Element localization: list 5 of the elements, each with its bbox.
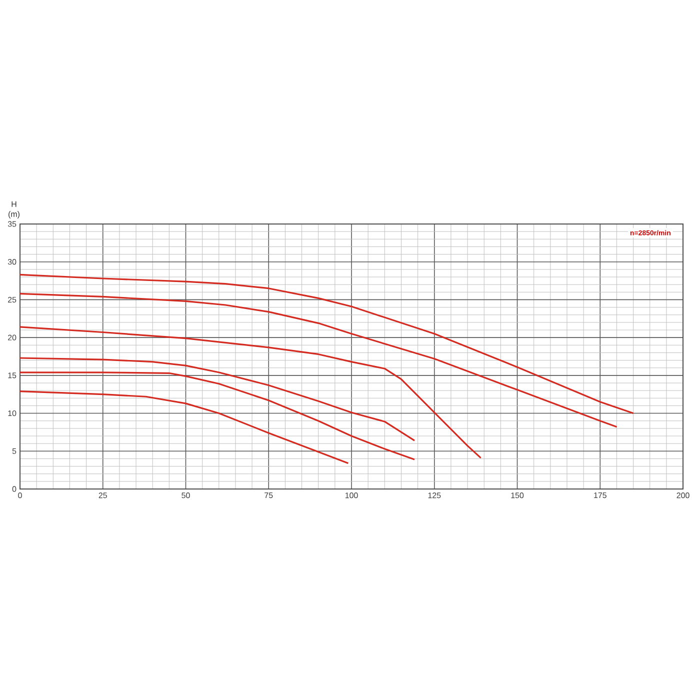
- line-series: [20, 292, 618, 428]
- line-series: [20, 372, 416, 460]
- line-series: [20, 357, 416, 442]
- line-series: [20, 390, 349, 464]
- line-series: [20, 274, 634, 414]
